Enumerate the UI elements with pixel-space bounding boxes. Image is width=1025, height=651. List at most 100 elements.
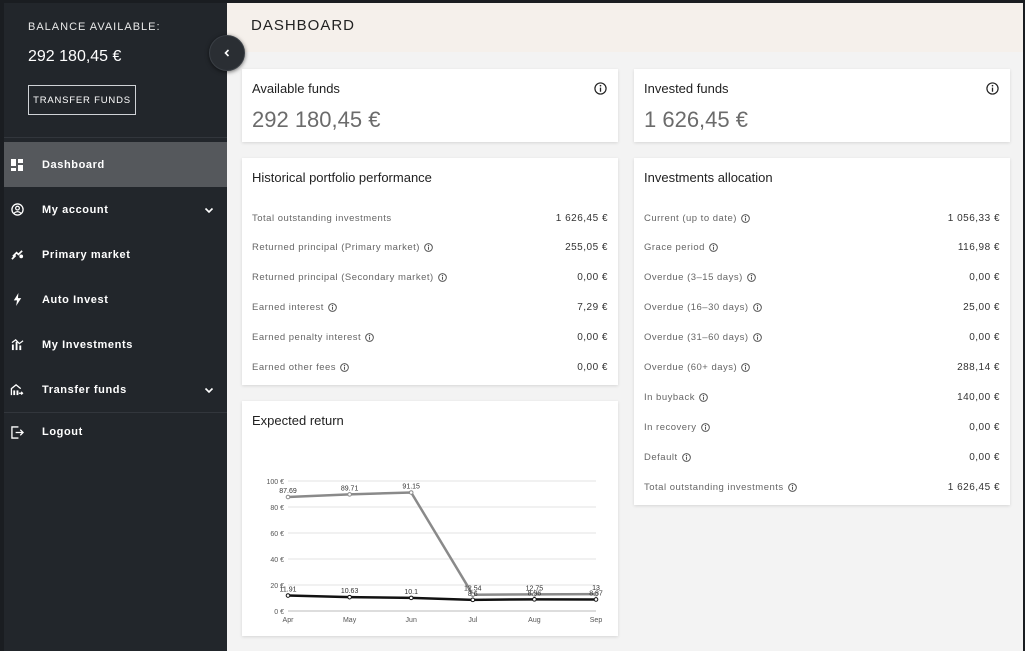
- row-label: Earned interest: [252, 302, 337, 313]
- collapse-sidebar-button[interactable]: [209, 35, 245, 71]
- sidebar-item-my-account[interactable]: My account: [4, 187, 227, 232]
- chevron-down-icon[interactable]: [203, 204, 215, 216]
- y-tick-label: 60 €: [270, 531, 284, 538]
- historical-performance-card: Historical portfolio performance Total o…: [242, 158, 618, 385]
- row-label: Default: [644, 452, 691, 463]
- data-label: 10.63: [341, 588, 359, 595]
- market-icon: [10, 248, 24, 262]
- x-tick-label: Jul: [468, 617, 477, 624]
- expected-return-card: Expected return 0 € 20 € 40 € 60 € 80 € 100 €…: [242, 401, 618, 636]
- card-title: Investments allocation: [644, 170, 773, 185]
- row-label: Overdue (60+ days): [644, 362, 751, 373]
- data-label: 89.71: [341, 485, 359, 492]
- table-row: Returned principal (Secondary market) 0,0…: [252, 270, 608, 286]
- info-icon[interactable]: [681, 452, 691, 462]
- data-point: [408, 595, 414, 601]
- table-row: Default 0,00 €: [644, 449, 1000, 465]
- table-row: Earned penalty interest 0,00 €: [252, 330, 608, 346]
- data-point: [347, 492, 352, 497]
- sidebar-item-logout[interactable]: Logout: [4, 413, 227, 451]
- card-title: Invested funds: [644, 81, 729, 96]
- balance-value: 292 180,45 €: [28, 48, 122, 65]
- table-row: Overdue (31–60 days) 0,00 €: [644, 330, 1000, 346]
- row-label: Earned other fees: [252, 362, 349, 373]
- row-value: 1 626,45 €: [555, 212, 608, 224]
- row-label: Grace period: [644, 242, 718, 253]
- data-point: [285, 593, 291, 598]
- table-row: Total outstanding investments 1 626,45 €: [644, 479, 1000, 495]
- row-value: 0,00 €: [969, 451, 1000, 463]
- info-icon[interactable]: [328, 303, 337, 313]
- sidebar-item-label: Auto Invest: [42, 293, 109, 306]
- info-icon[interactable]: [340, 363, 349, 372]
- divider: [4, 412, 227, 413]
- data-label: 91.15: [402, 484, 420, 491]
- chevron-left-icon: [224, 49, 230, 57]
- data-label: 11.91: [280, 587, 297, 594]
- table-row: Overdue (16–30 days) 25,00 €: [644, 300, 1000, 316]
- dashboard-icon: [10, 158, 24, 172]
- info-icon[interactable]: [437, 273, 447, 283]
- row-value: 0,00 €: [969, 332, 1000, 344]
- data-label: 8.96: [528, 590, 542, 597]
- row-label: Returned principal (Secondary market): [252, 272, 447, 283]
- sidebar-item-primary-market[interactable]: Primary market: [4, 232, 227, 277]
- sidebar-item-dashboard[interactable]: Dashboard: [4, 142, 227, 187]
- sidebar-item-label: Logout: [42, 426, 83, 438]
- info-icon[interactable]: [709, 243, 718, 253]
- available-funds-card: Available funds 292 180,45 €: [242, 69, 618, 142]
- row-label: Earned penalty interest: [252, 332, 375, 343]
- info-icon[interactable]: [787, 482, 797, 492]
- sidebar-item-label: Dashboard: [42, 158, 105, 171]
- row-value: 0,00 €: [577, 272, 608, 284]
- transfer-funds-button[interactable]: TRANSFER FUNDS: [28, 85, 136, 115]
- info-icon[interactable]: [365, 333, 375, 342]
- row-value: 0,00 €: [969, 421, 1000, 433]
- row-label: In buyback: [644, 392, 708, 403]
- sidebar: BALANCE AVAILABLE: 292 180,45 € TRANSFER…: [4, 3, 227, 651]
- card-title: Available funds: [252, 81, 340, 96]
- row-label: In recovery: [644, 422, 710, 433]
- card-title: Historical portfolio performance: [252, 170, 432, 185]
- info-icon[interactable]: [424, 243, 433, 253]
- info-icon[interactable]: [752, 303, 762, 313]
- info-icon[interactable]: [986, 82, 999, 95]
- sidebar-nav: Dashboard My account Primary market Au: [4, 142, 227, 451]
- info-icon[interactable]: [741, 213, 750, 223]
- lightning-icon: [10, 293, 24, 307]
- row-value: 0,00 €: [577, 362, 608, 373]
- info-icon[interactable]: [741, 363, 751, 372]
- chevron-down-icon[interactable]: [203, 384, 215, 396]
- info-icon[interactable]: [699, 393, 708, 402]
- row-label: Total outstanding investments: [644, 482, 797, 493]
- sidebar-item-auto-invest[interactable]: Auto Invest: [4, 277, 227, 322]
- sidebar-item-label: My Investments: [42, 338, 133, 351]
- transfer-icon: [10, 383, 24, 397]
- x-tick-label: Jun: [406, 617, 417, 624]
- sidebar-item-transfer-funds[interactable]: Transfer funds: [4, 367, 227, 412]
- row-value: 288,14 €: [957, 362, 1000, 373]
- info-icon[interactable]: [746, 273, 756, 283]
- row-value: 0,00 €: [969, 272, 1000, 284]
- series-line-1: [287, 491, 597, 596]
- x-tick-label: Aug: [528, 617, 541, 624]
- sidebar-item-my-investments[interactable]: My Investments: [4, 322, 227, 367]
- row-value: 255,05 €: [565, 242, 608, 254]
- header: DASHBOARD: [227, 3, 1023, 52]
- data-point: [593, 597, 599, 602]
- info-icon[interactable]: [700, 422, 710, 432]
- info-icon[interactable]: [594, 82, 607, 95]
- table-row: Overdue (3–15 days) 0,00 €: [644, 270, 1000, 286]
- invested-funds-value: 1 626,45 €: [644, 107, 748, 132]
- investments-icon: [10, 338, 24, 352]
- table-row: Total outstanding investments 1 626,45 €: [252, 210, 608, 226]
- table-row: Current (up to date) 1 056,33 €: [644, 210, 1000, 226]
- info-icon[interactable]: [752, 333, 762, 342]
- row-label: Returned principal (Primary market): [252, 242, 433, 253]
- row-label: Overdue (31–60 days): [644, 332, 762, 343]
- data-label: 8.6: [468, 591, 478, 598]
- table-row: Earned other fees 0,00 €: [252, 360, 608, 376]
- card-title: Expected return: [252, 413, 344, 428]
- account-icon: [10, 203, 24, 217]
- row-value: 116,98 €: [957, 242, 1000, 254]
